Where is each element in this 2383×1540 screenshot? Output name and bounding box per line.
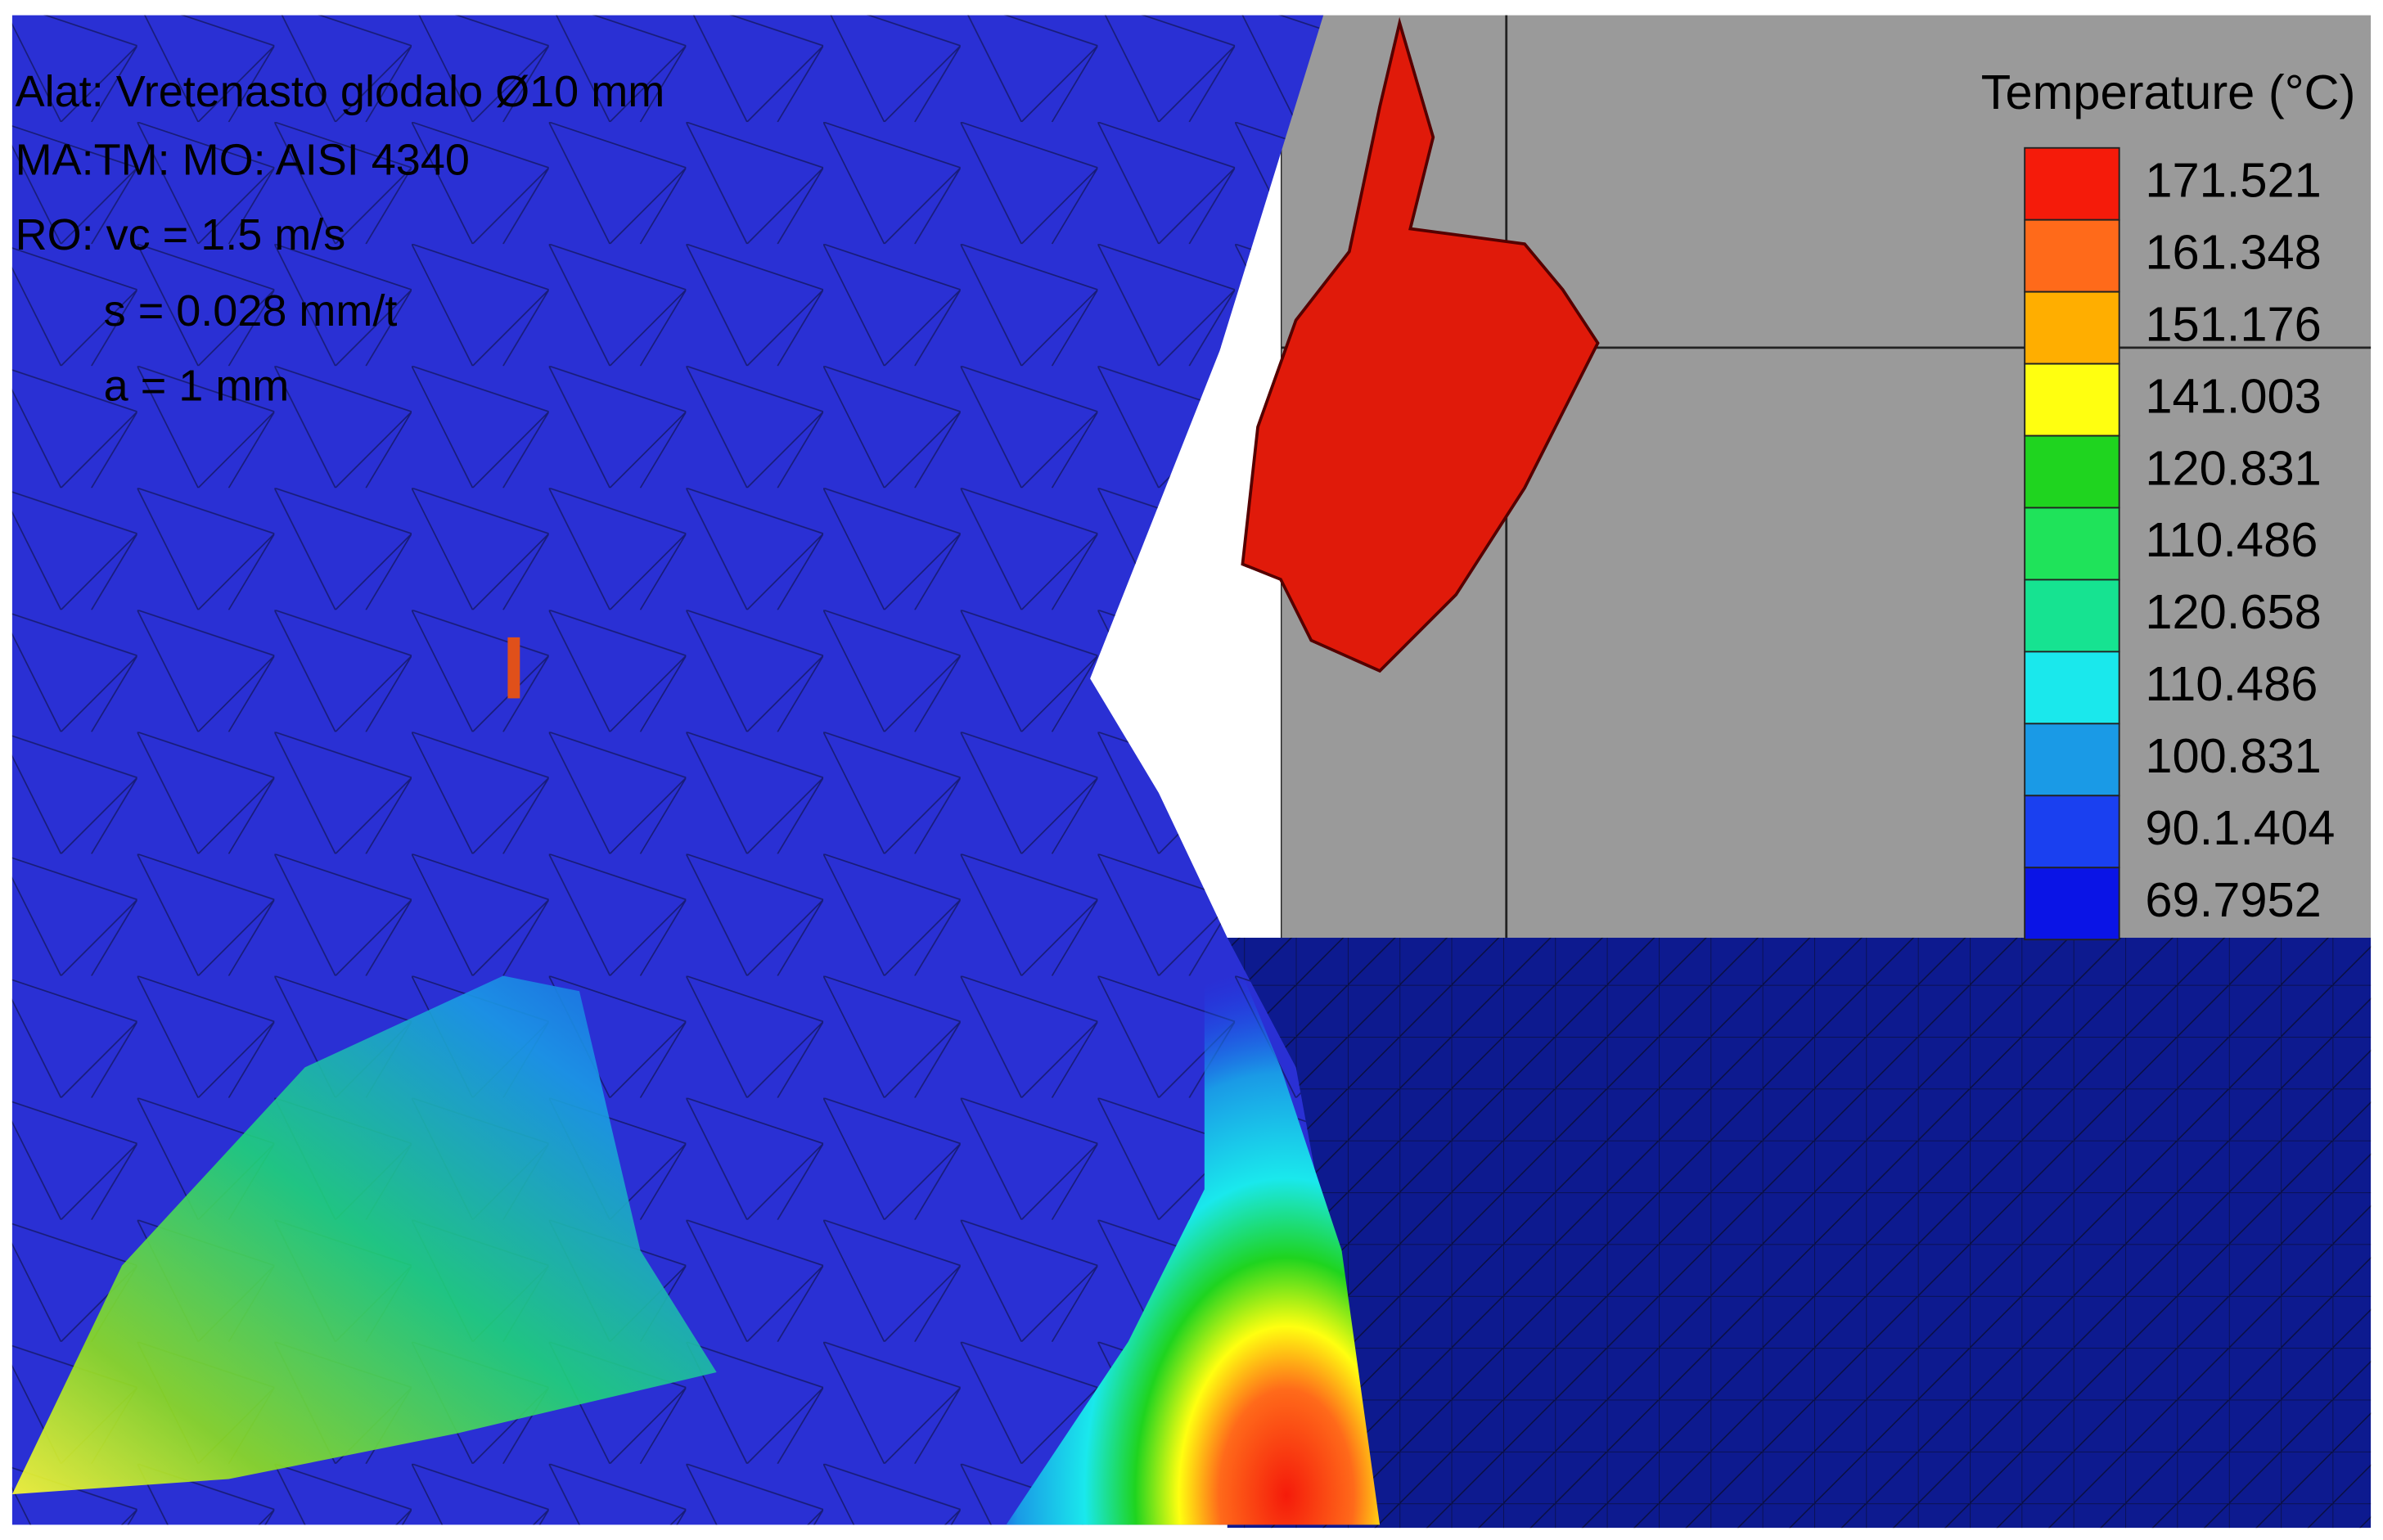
legend-label: 120.658 (2145, 584, 2321, 639)
legend-swatch (2024, 651, 2120, 725)
legend-swatch (2024, 795, 2120, 869)
annotation: a = 1 mm (104, 361, 290, 410)
legend: 171.521 161.348 151.176 141.003 120.831 110.4… (2024, 146, 2335, 941)
legend-label: 141.003 (2145, 368, 2321, 423)
annotation: Alat: Vretenasto glodalo Ø10 mm (16, 67, 665, 116)
chip (1241, 16, 1600, 673)
hot-spot (507, 637, 520, 699)
workpiece-mesh (1227, 937, 2372, 1529)
annotation: RO: vc = 1.5 m/s (16, 210, 346, 259)
legend-label: 110.486 (2145, 512, 2318, 567)
legend-label: 171.521 (2145, 152, 2321, 207)
legend-label: 151.176 (2145, 296, 2321, 351)
annotation: MA:TM: MO: AISI 4340 (16, 136, 470, 185)
legend-swatch (2024, 290, 2120, 365)
legend-label: 90.1.404 (2145, 800, 2335, 855)
legend-swatch (2024, 867, 2120, 941)
legend-swatch (2024, 723, 2120, 797)
legend-title: Temperature (°C) (1981, 65, 2356, 119)
legend-swatch (2024, 218, 2120, 293)
legend-label: 161.348 (2145, 224, 2321, 279)
hot-zone-edge (1006, 937, 1381, 1525)
legend-swatch (2024, 435, 2120, 509)
legend-swatch (2024, 362, 2120, 437)
legend-swatch (2024, 146, 2120, 221)
legend-label: 110.486 (2145, 656, 2318, 711)
legend-label: 120.831 (2145, 440, 2321, 495)
legend-label: 69.7952 (2145, 872, 2321, 927)
annotation: s = 0.028 mm/t (104, 286, 398, 335)
hot-zone-left (11, 975, 717, 1495)
legend-label: 100.831 (2145, 728, 2321, 783)
legend-swatch (2024, 579, 2120, 653)
legend-swatch (2024, 507, 2120, 581)
gap (1090, 137, 1281, 938)
